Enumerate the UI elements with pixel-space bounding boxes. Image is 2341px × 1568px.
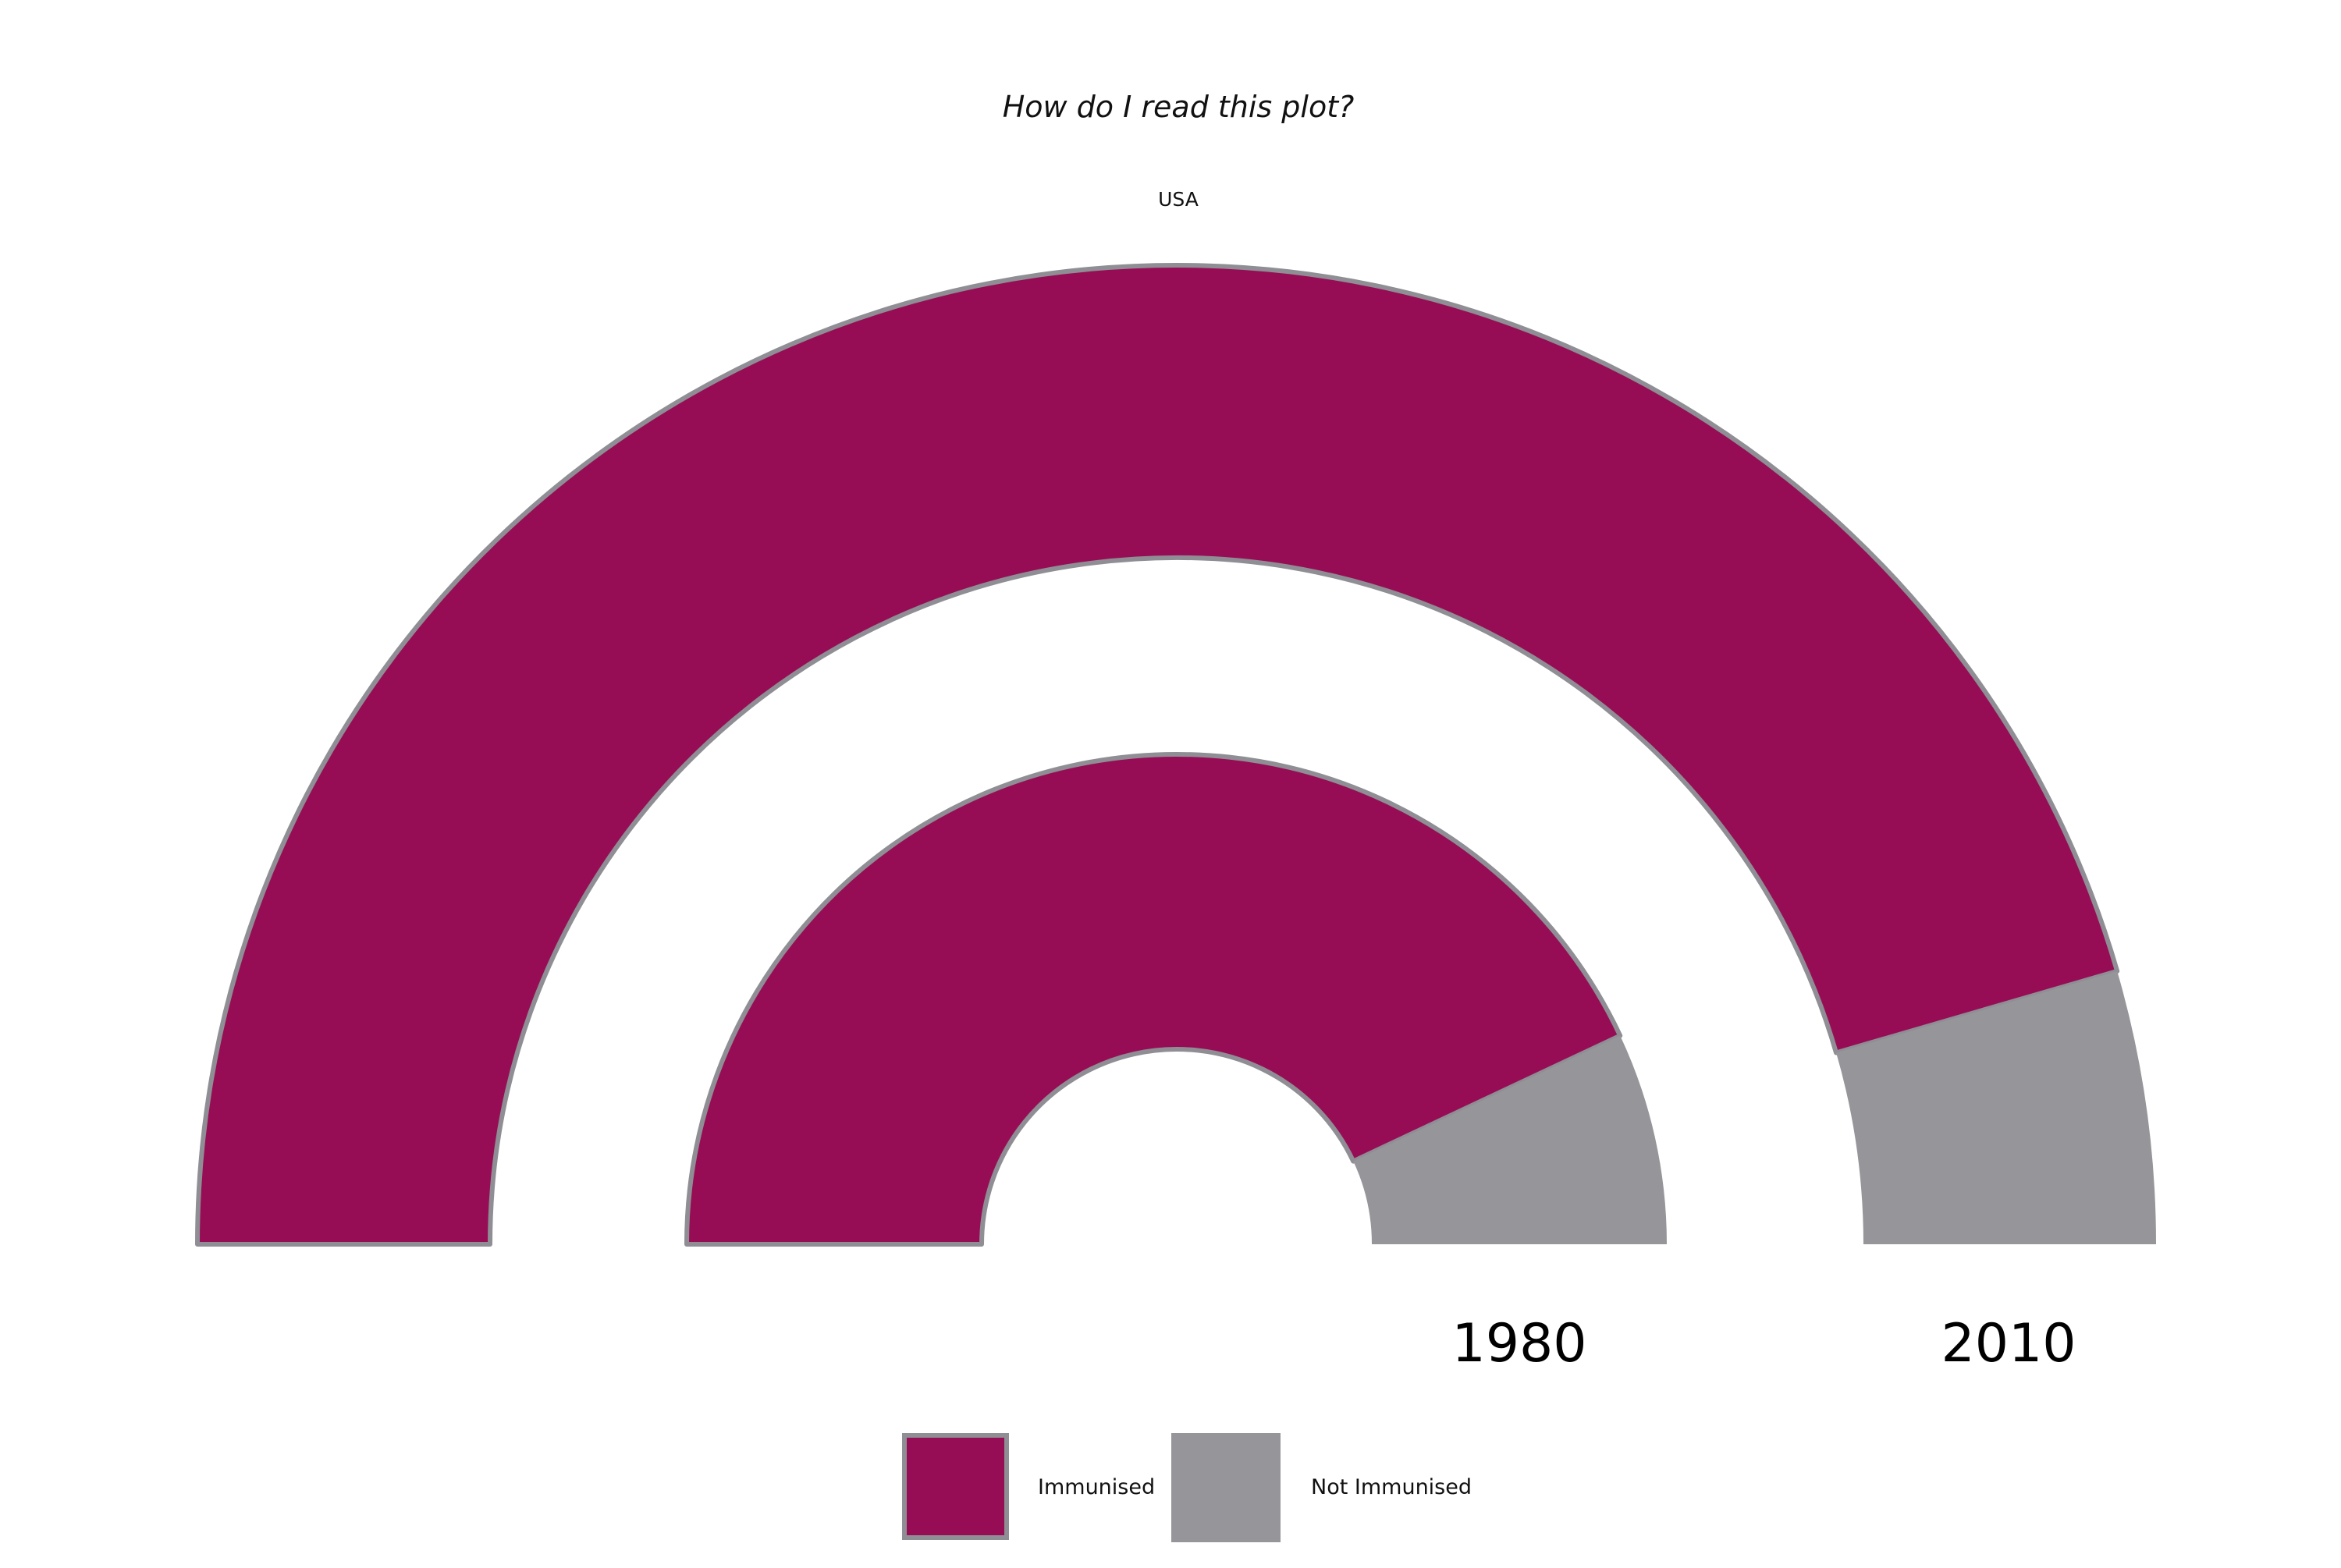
legend: Immunised Not Immunised [902,1433,1472,1542]
ring-label-2010: 2010 [1941,1313,2076,1375]
legend-label-not-immunised: Not Immunised [1311,1475,1472,1499]
chart-subtitle: USA [1158,188,1199,211]
legend-swatch-immunised [902,1433,1009,1540]
ring-labels-group: 1980 2010 [1451,1313,2076,1375]
arc-1980-immunised [684,752,1623,1247]
rings-group [195,262,2156,1247]
legend-label-immunised: Immunised [1038,1475,1155,1499]
arc-2010-not-immunised [1836,970,2156,1244]
legend-swatch-not-immunised [1171,1433,1281,1542]
ring-label-1980: 1980 [1451,1313,1586,1375]
arc-1980-not-immunised [1353,1035,1667,1244]
chart-title: How do I read this plot? [1003,90,1355,124]
arc-2010-immunised [195,262,2120,1247]
